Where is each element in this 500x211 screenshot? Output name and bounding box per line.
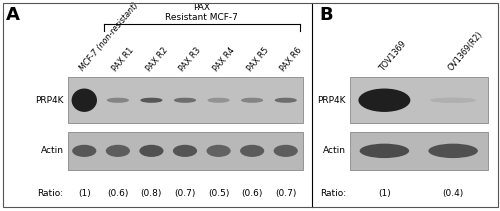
Text: B: B: [319, 6, 332, 24]
Ellipse shape: [173, 145, 197, 157]
Text: PAX R4: PAX R4: [212, 45, 236, 73]
Ellipse shape: [174, 98, 196, 103]
Ellipse shape: [360, 89, 409, 111]
Ellipse shape: [364, 91, 404, 98]
Text: (0.4): (0.4): [442, 189, 464, 197]
Text: Actin: Actin: [40, 146, 64, 155]
Text: PAX R5: PAX R5: [245, 45, 270, 73]
Text: (1): (1): [78, 189, 90, 197]
Ellipse shape: [240, 145, 264, 157]
Text: PRP4K: PRP4K: [318, 96, 346, 105]
Ellipse shape: [106, 145, 130, 157]
Text: (0.8): (0.8): [140, 189, 162, 197]
Text: Ratio:: Ratio:: [38, 189, 64, 197]
Text: (1): (1): [378, 189, 390, 197]
Text: (0.6): (0.6): [107, 189, 128, 197]
Ellipse shape: [431, 98, 476, 103]
Ellipse shape: [208, 98, 230, 102]
Ellipse shape: [431, 98, 476, 102]
Ellipse shape: [140, 145, 164, 157]
Ellipse shape: [274, 145, 298, 157]
FancyBboxPatch shape: [68, 132, 302, 170]
Text: PAX
Resistant MCF-7: PAX Resistant MCF-7: [166, 3, 238, 22]
Ellipse shape: [107, 98, 129, 103]
Ellipse shape: [428, 144, 478, 158]
Text: PAX R1: PAX R1: [111, 45, 136, 73]
Ellipse shape: [275, 98, 296, 103]
Ellipse shape: [360, 144, 409, 158]
FancyBboxPatch shape: [350, 77, 488, 123]
Ellipse shape: [72, 89, 97, 112]
Ellipse shape: [275, 98, 296, 102]
Text: Ratio:: Ratio:: [320, 189, 346, 197]
Text: PRP4K: PRP4K: [35, 96, 64, 105]
Ellipse shape: [140, 98, 162, 102]
Text: OV1369(R2): OV1369(R2): [446, 30, 484, 73]
Ellipse shape: [241, 98, 263, 102]
Text: (0.6): (0.6): [242, 189, 263, 197]
Ellipse shape: [174, 98, 196, 102]
Ellipse shape: [107, 98, 129, 102]
Text: Actin: Actin: [323, 146, 346, 155]
Ellipse shape: [206, 145, 231, 157]
Ellipse shape: [72, 145, 96, 157]
Ellipse shape: [431, 98, 476, 103]
Ellipse shape: [140, 98, 162, 103]
Text: TOV1369: TOV1369: [378, 39, 408, 73]
Ellipse shape: [241, 98, 263, 103]
Text: (0.5): (0.5): [208, 189, 230, 197]
Ellipse shape: [208, 98, 230, 103]
Text: (0.7): (0.7): [275, 189, 296, 197]
Text: PAX R6: PAX R6: [279, 45, 304, 73]
Ellipse shape: [431, 98, 476, 102]
FancyBboxPatch shape: [350, 132, 488, 170]
Text: MCF-7 (non-resistant): MCF-7 (non-resistant): [78, 1, 140, 73]
Text: PAX R2: PAX R2: [144, 45, 170, 73]
FancyBboxPatch shape: [68, 77, 302, 123]
Text: A: A: [6, 6, 20, 24]
Text: PAX R3: PAX R3: [178, 45, 203, 73]
Text: (0.7): (0.7): [174, 189, 196, 197]
Ellipse shape: [358, 89, 410, 112]
